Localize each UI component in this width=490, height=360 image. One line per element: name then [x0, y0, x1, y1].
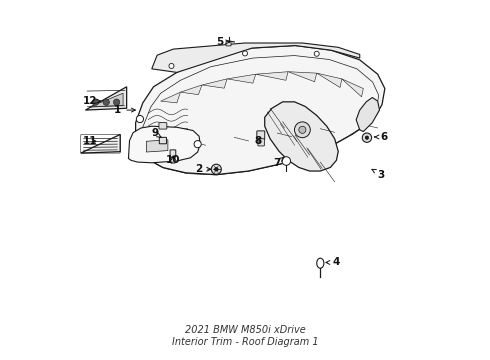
PathPatch shape	[202, 79, 227, 88]
FancyBboxPatch shape	[258, 139, 265, 146]
Circle shape	[282, 157, 291, 165]
Circle shape	[294, 122, 310, 138]
PathPatch shape	[317, 73, 342, 87]
FancyBboxPatch shape	[226, 41, 231, 46]
FancyBboxPatch shape	[159, 123, 167, 129]
PathPatch shape	[81, 134, 120, 153]
PathPatch shape	[356, 98, 379, 132]
PathPatch shape	[152, 43, 360, 72]
Ellipse shape	[317, 258, 324, 268]
PathPatch shape	[180, 85, 202, 95]
Text: 5: 5	[216, 37, 230, 47]
Circle shape	[194, 140, 201, 148]
PathPatch shape	[85, 87, 126, 110]
PathPatch shape	[89, 93, 123, 107]
Text: 8: 8	[255, 136, 262, 145]
Text: 9: 9	[151, 129, 161, 138]
PathPatch shape	[342, 79, 364, 97]
Circle shape	[243, 51, 247, 56]
PathPatch shape	[227, 74, 256, 83]
Text: 12: 12	[83, 96, 100, 106]
Text: 11: 11	[83, 136, 98, 146]
PathPatch shape	[128, 126, 200, 163]
FancyBboxPatch shape	[171, 157, 175, 163]
Circle shape	[169, 63, 174, 68]
Text: 2: 2	[195, 164, 211, 174]
PathPatch shape	[136, 45, 385, 175]
FancyBboxPatch shape	[159, 137, 167, 144]
FancyBboxPatch shape	[170, 150, 176, 157]
Text: 3: 3	[372, 169, 385, 180]
PathPatch shape	[147, 140, 168, 152]
Text: 4: 4	[326, 257, 340, 267]
FancyBboxPatch shape	[257, 131, 265, 139]
Circle shape	[113, 99, 120, 105]
Circle shape	[136, 116, 144, 123]
Text: 2021 BMW M850i xDrive
Interior Trim - Roof Diagram 1: 2021 BMW M850i xDrive Interior Trim - Ro…	[172, 325, 318, 347]
Circle shape	[103, 99, 109, 105]
PathPatch shape	[265, 102, 338, 171]
Circle shape	[365, 136, 368, 139]
Circle shape	[211, 164, 221, 174]
PathPatch shape	[288, 72, 317, 82]
PathPatch shape	[256, 72, 288, 80]
Text: 10: 10	[166, 155, 180, 165]
Circle shape	[299, 126, 306, 134]
Circle shape	[362, 133, 371, 142]
Text: 7: 7	[273, 157, 284, 168]
Text: 1: 1	[114, 105, 135, 115]
PathPatch shape	[161, 92, 180, 103]
Circle shape	[215, 167, 218, 171]
Text: 6: 6	[375, 132, 388, 142]
Circle shape	[314, 51, 319, 56]
Circle shape	[92, 99, 98, 105]
